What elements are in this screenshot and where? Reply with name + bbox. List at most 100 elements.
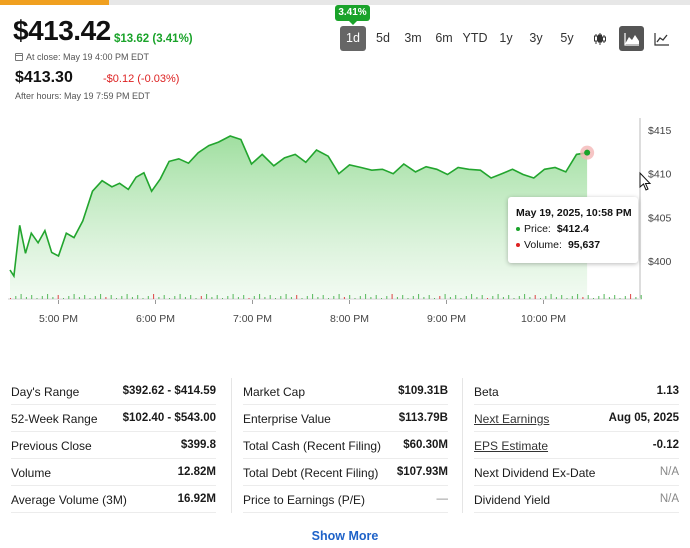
volume-bar [359,296,361,299]
stat-value: $399.8 [180,439,216,451]
volume-bar [540,298,541,299]
volume-bar [391,294,393,299]
calendar-icon [15,53,23,61]
volume-bar [68,296,70,299]
chart-tooltip: May 19, 2025, 10:58 PM Price: $412.4 Vol… [508,197,638,263]
timeframe-1y[interactable]: 1y [499,31,513,45]
volume-bar [465,296,467,299]
x-tick-label: 8:00 PM [330,313,369,325]
volume-bar [94,296,96,299]
stat-value: $109.31B [398,385,448,397]
volume-bar [78,297,80,299]
volume-dot-icon [516,243,520,247]
volume-bar [518,296,520,299]
stat-row: Total Debt (Recent Filing) $107.93M [243,459,448,486]
price-chart-svg[interactable]: $415 $410 $405 $400 5:00 PM 6:00 PM 7:00 PM 8:… [0,108,690,330]
volume-bar [593,298,594,299]
price-change: $13.62 (3.41%) [114,33,193,45]
mountain-chart-button[interactable] [619,26,644,51]
stat-label: Next Dividend Ex-Date [474,466,596,480]
tooltip-date: May 19, 2025, 10:58 PM [516,207,632,219]
stat-row: Day's Range $392.62 - $414.59 [11,378,216,405]
volume-bar [84,295,86,299]
hover-point [584,149,591,156]
stat-row: Previous Close $399.8 [11,432,216,459]
eps-estimate-link[interactable]: EPS Estimate [474,439,549,453]
volume-bar [110,295,112,299]
volume-bar [338,294,340,299]
stat-value: 1.13 [656,385,679,397]
volume-bar [487,298,488,299]
volume-bar [116,298,117,299]
volume-bar [375,295,377,299]
timeframe-1d[interactable]: 1d [340,26,366,51]
volume-bar [15,296,17,299]
stat-value: Aug 05, 2025 [608,412,679,424]
line-chart-icon [653,32,669,46]
volume-bar [275,298,276,299]
after-hours-change: -$0.12 (-0.03%) [103,73,180,85]
change-percent-badge: 3.41% [335,5,370,25]
y-tick-label: $415 [648,125,672,137]
stat-value: $392.62 - $414.59 [122,385,216,397]
line-chart-button[interactable] [649,26,674,51]
volume-bar [635,297,637,299]
volume-bar [184,297,186,299]
volume-bar [147,296,149,299]
volume-bar [41,296,43,299]
timeframe-5d[interactable]: 5d [376,31,390,45]
volume-bar [237,297,239,299]
volume-bar [423,297,425,299]
volume-bar [571,296,573,299]
stat-label: Dividend Yield [474,493,551,507]
timeframe-6m[interactable]: 6m [435,31,453,45]
stat-value: $113.79B [398,412,448,424]
volume-bar [253,296,255,299]
volume-bar [412,296,414,299]
stat-row: Next Earnings Aug 05, 2025 [474,405,679,432]
tooltip-price-row: Price: $412.4 [516,223,638,235]
volume-bar [434,298,435,299]
volume-bar [529,297,531,299]
volume-bar [587,295,589,299]
volume-bar [439,296,441,299]
volume-bar [174,296,176,299]
volume-bar [158,297,160,299]
volume-bar [269,295,271,299]
volume-bar [20,294,22,299]
volume-bar [142,298,144,299]
volume-bar [333,296,335,299]
volume-bar [455,295,457,299]
price-chart[interactable]: $415 $410 $405 $400 5:00 PM 6:00 PM 7:00 PM 8:… [0,108,690,330]
volume-bar [121,296,123,299]
volume-bar [290,297,292,299]
x-tick-label: 6:00 PM [136,313,175,325]
volume-bar [508,295,510,299]
tooltip-volume-row: Volume: 95,637 [516,239,638,251]
column-divider [462,378,463,513]
current-price: $413.42 [13,15,111,46]
stat-label: 52-Week Range [11,412,98,426]
volume-bar [195,298,197,299]
next-earnings-link[interactable]: Next Earnings [474,412,550,426]
stats-column-2: Market Cap $109.31B Enterprise Value $113.… [243,378,448,513]
timeframe-3y[interactable]: 3y [529,31,543,45]
volume-bar [169,298,170,299]
stat-row: Volume 12.82M [11,459,216,486]
timeframe-5y[interactable]: 5y [560,31,574,45]
stat-label: Market Cap [243,385,306,399]
stat-value: N/A [659,466,679,478]
timeframe-ytd[interactable]: YTD [462,31,488,45]
volume-bar [89,298,91,299]
stat-value: 16.92M [177,493,216,505]
stat-label: Beta [474,385,499,399]
volume-bar [259,294,261,299]
volume-bar [624,296,626,299]
volume-bar [476,297,478,299]
tooltip-price-label: Price: [524,223,551,235]
volume-bar [640,295,642,299]
show-more-button[interactable]: Show More [311,529,379,543]
volume-bar [497,294,499,299]
timeframe-3m[interactable]: 3m [404,31,422,45]
candlestick-chart-button[interactable] [587,26,612,51]
